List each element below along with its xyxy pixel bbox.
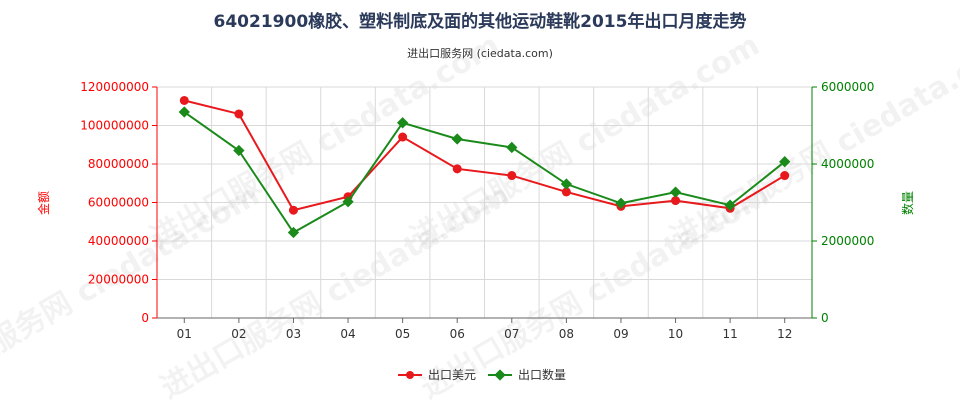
right-axis-tick-label: 4000000 bbox=[821, 157, 874, 171]
chart-subtitle: 进出口服务网 (ciedata.com) bbox=[407, 46, 553, 60]
left-axis-tick-label: 120000000 bbox=[80, 80, 149, 94]
x-axis-tick-label: 04 bbox=[340, 327, 355, 341]
axes-layer: 0200000004000000060000000800000001000000… bbox=[80, 80, 874, 341]
x-axis-tick-label: 08 bbox=[559, 327, 574, 341]
legend-layer: 出口美元 出口数量 bbox=[398, 367, 566, 382]
x-axis-tick-label: 11 bbox=[722, 327, 737, 341]
series-2-point bbox=[287, 226, 300, 239]
series-1-point bbox=[179, 95, 189, 105]
series-line-1 bbox=[184, 99, 786, 212]
legend-marker-2 bbox=[494, 369, 506, 381]
left-axis-tick-label: 20000000 bbox=[88, 273, 149, 287]
series-2-point bbox=[233, 144, 245, 157]
left-axis-tick-label: 40000000 bbox=[88, 234, 149, 248]
series-2-point bbox=[342, 196, 354, 208]
series-1-point bbox=[234, 109, 244, 119]
left-axis-tick-label: 60000000 bbox=[88, 196, 149, 210]
series-1-point bbox=[398, 132, 408, 142]
right-axis-tick-label: 2000000 bbox=[821, 234, 874, 248]
left-axis-tick-label: 100000000 bbox=[80, 119, 149, 133]
legend-label-2: 出口数量 bbox=[518, 367, 566, 382]
series-2-point bbox=[506, 141, 518, 154]
series-1-point bbox=[507, 171, 517, 181]
left-axis-tick-label: 80000000 bbox=[88, 157, 149, 171]
x-axis-tick-label: 05 bbox=[395, 327, 410, 341]
x-axis-tick-label: 07 bbox=[504, 327, 519, 341]
series-1-point bbox=[452, 164, 462, 174]
right-axis-tick-label: 0 bbox=[821, 311, 829, 325]
x-axis-tick-label: 12 bbox=[777, 327, 792, 341]
legend-label-1: 出口美元 bbox=[428, 368, 476, 382]
series-2-point bbox=[669, 186, 682, 198]
right-axis-tick-label: 6000000 bbox=[821, 80, 874, 94]
series-1-point bbox=[780, 171, 790, 181]
legend-marker-1 bbox=[406, 371, 414, 379]
x-axis-tick-label: 06 bbox=[450, 327, 465, 341]
x-axis-tick-label: 01 bbox=[177, 327, 192, 341]
chart-title: 64021900橡胶、塑料制底及面的其他运动鞋靴2015年出口月度走势 bbox=[214, 11, 747, 32]
series-2-point bbox=[779, 156, 791, 168]
series-2-point bbox=[724, 199, 736, 211]
left-axis-label: 金额 bbox=[36, 191, 51, 215]
right-axis-label: 数量 bbox=[900, 191, 915, 215]
series-line-2 bbox=[183, 111, 786, 234]
grid-layer bbox=[156, 86, 813, 319]
series-1-point bbox=[671, 196, 681, 206]
series-layer bbox=[178, 95, 791, 239]
series-1-point bbox=[561, 187, 571, 197]
x-axis-tick-label: 03 bbox=[286, 327, 301, 341]
series-1-point bbox=[288, 205, 298, 215]
left-axis-tick-label: 0 bbox=[141, 311, 149, 325]
series-2-point bbox=[560, 178, 573, 190]
series-2-point bbox=[451, 133, 463, 145]
series-2-point bbox=[615, 197, 627, 209]
x-axis-tick-label: 10 bbox=[668, 327, 683, 341]
x-axis-tick-label: 02 bbox=[231, 327, 246, 341]
x-axis-tick-label: 09 bbox=[613, 327, 628, 341]
